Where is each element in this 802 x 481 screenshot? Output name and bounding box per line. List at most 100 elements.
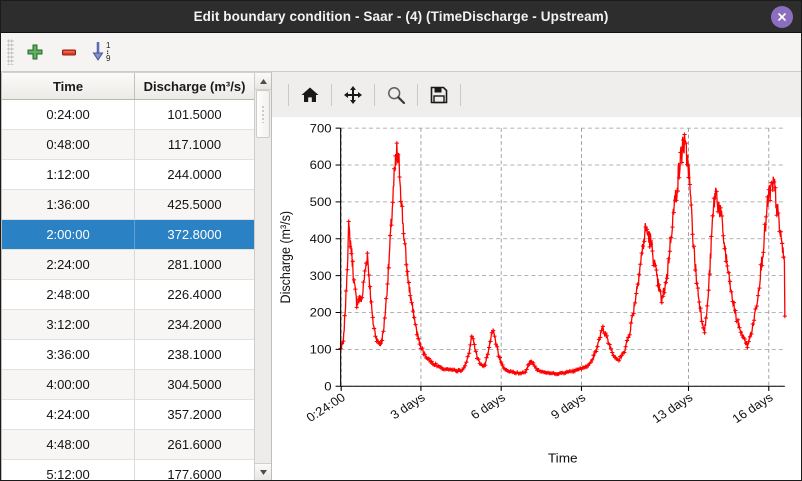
add-row-button[interactable] — [18, 36, 52, 68]
toolbar-separator — [374, 83, 375, 106]
sort-glyph-top: 1 — [106, 41, 111, 50]
pan-button[interactable] — [338, 80, 368, 110]
toolbar-separator — [331, 83, 332, 106]
table-row[interactable]: 4:24:00 357.2000 — [2, 400, 254, 430]
cell-discharge[interactable]: 244.0000 — [167, 167, 222, 182]
y-tick-label: 100 — [310, 343, 332, 356]
cell-discharge[interactable]: 304.5000 — [167, 377, 222, 392]
save-button[interactable] — [424, 80, 454, 110]
chart-gridlines — [340, 127, 785, 387]
table-row[interactable]: 0:48:00 117.1000 — [2, 130, 254, 160]
chart-axes — [335, 127, 785, 391]
y-tick-label: 400 — [310, 232, 332, 245]
cell-time[interactable]: 2:48:00 — [2, 280, 135, 309]
scrollbar-thumb-grip — [261, 105, 265, 123]
table-row[interactable]: 4:48:00 261.6000 — [2, 430, 254, 460]
cell-time[interactable]: 4:00:00 — [2, 370, 135, 399]
table-row[interactable]: 4:00:00 304.5000 — [2, 370, 254, 400]
table-row[interactable]: 1:36:00 425.5000 — [2, 190, 254, 220]
cell-discharge[interactable]: 226.4000 — [167, 287, 222, 302]
cell-discharge[interactable]: 238.1000 — [167, 347, 222, 362]
zoom-button[interactable] — [381, 80, 411, 110]
chart-canvas[interactable]: 0 100 200 300 400 500 600 700 0:24:00 3 days 6 day… — [272, 117, 801, 480]
cell-discharge[interactable]: 281.1000 — [167, 257, 222, 272]
main-toolbar: 1 9 — [1, 33, 801, 72]
chart-tick-labels: 0 100 200 300 400 500 600 700 0:24:00 3 days 6 day… — [278, 122, 776, 465]
cell-time[interactable]: 4:24:00 — [2, 400, 135, 429]
remove-row-button[interactable] — [52, 36, 86, 68]
home-icon — [301, 87, 319, 102]
cell-discharge[interactable]: 117.1000 — [167, 137, 222, 152]
x-tick-label: 16 days — [730, 391, 776, 426]
toolbar-separator — [288, 83, 289, 106]
toolbar-separator — [460, 83, 461, 106]
table-row[interactable]: 3:36:00 238.1000 — [2, 340, 254, 370]
table-row[interactable]: 2:24:00 281.1000 — [2, 250, 254, 280]
cell-discharge[interactable]: 177.6000 — [167, 467, 222, 480]
series-line — [340, 134, 786, 376]
scroll-down-icon[interactable] — [255, 463, 271, 480]
y-tick-label: 700 — [310, 122, 332, 135]
cell-discharge[interactable]: 101.5000 — [167, 107, 222, 122]
y-tick-label: 600 — [310, 159, 332, 172]
table-row[interactable]: 0:24:00 101.5000 — [2, 100, 254, 130]
cell-discharge[interactable]: 261.6000 — [167, 437, 222, 452]
x-tick-label: 3 days — [388, 391, 428, 422]
table-row[interactable]: 2:48:00 226.4000 — [2, 280, 254, 310]
minus-icon — [62, 49, 76, 56]
table-row[interactable]: 3:12:00 234.2000 — [2, 310, 254, 340]
plus-icon — [27, 44, 43, 60]
discharge-time-series-plot[interactable]: 0 100 200 300 400 500 600 700 0:24:00 3 days 6 day… — [272, 117, 801, 480]
cell-discharge[interactable]: 372.8000 — [167, 227, 222, 242]
cell-discharge[interactable]: 425.5000 — [167, 197, 222, 212]
cell-time[interactable]: 5:12:00 — [2, 460, 135, 480]
column-header-discharge[interactable]: Discharge (m³/s) — [143, 78, 246, 94]
table-vertical-scrollbar[interactable] — [254, 73, 271, 480]
cell-time[interactable]: 0:48:00 — [2, 130, 135, 159]
y-tick-label: 200 — [310, 306, 332, 319]
chart-panel: 0 100 200 300 400 500 600 700 0:24:00 3 days 6 day… — [272, 72, 801, 480]
scroll-up-icon[interactable] — [255, 73, 271, 90]
table-body: 0:24:00 101.5000 0:48:00 117.1000 1:12:00 244… — [2, 100, 254, 480]
cell-time[interactable]: 0:24:00 — [2, 100, 135, 129]
content-area: Time Discharge (m³/s) 0:24:00 101.5000 0:4… — [1, 72, 801, 480]
y-axis-label: Discharge (m³/s) — [278, 211, 294, 304]
close-icon[interactable] — [771, 5, 793, 28]
data-table: Time Discharge (m³/s) 0:24:00 101.5000 0:4… — [1, 73, 254, 480]
cell-time[interactable]: 4:48:00 — [2, 430, 135, 459]
toolbar-drag-handle[interactable] — [7, 39, 14, 65]
table-row[interactable]: 5:12:00 177.6000 — [2, 460, 254, 480]
cell-discharge[interactable]: 234.2000 — [167, 317, 222, 332]
x-tick-label: 13 days — [649, 391, 695, 426]
x-axis-label: Time — [548, 451, 578, 465]
cell-time[interactable]: 3:12:00 — [2, 310, 135, 339]
x-tick-label: 6 days — [468, 391, 508, 422]
cell-time[interactable]: 1:36:00 — [2, 190, 135, 219]
table-row[interactable]: 1:12:00 244.0000 — [2, 160, 254, 190]
x-tick-label: 9 days — [548, 391, 588, 422]
title-bar: Edit boundary condition - Saar - (4) (Ti… — [1, 1, 801, 33]
y-tick-label: 0 — [324, 380, 331, 393]
table-row[interactable]: 2:00:00 372.8000 — [2, 220, 254, 250]
window-title: Edit boundary condition - Saar - (4) (Ti… — [193, 9, 609, 24]
y-tick-label: 500 — [310, 196, 332, 209]
floppy-disk-icon — [430, 86, 448, 103]
chart-series-discharge — [338, 132, 787, 377]
column-header-time[interactable]: Time — [2, 73, 135, 99]
y-tick-label: 300 — [310, 269, 332, 282]
cell-time[interactable]: 2:00:00 — [2, 220, 135, 249]
home-button[interactable] — [295, 80, 325, 110]
toolbar-separator — [417, 83, 418, 106]
scrollbar-track[interactable] — [255, 90, 271, 463]
cell-time[interactable]: 3:36:00 — [2, 340, 135, 369]
move-icon — [344, 85, 362, 104]
sort-ascending-icon: 1 9 — [92, 41, 111, 63]
chart-toolbar — [272, 72, 801, 117]
cell-time[interactable]: 1:12:00 — [2, 160, 135, 189]
scrollbar-thumb[interactable] — [256, 90, 270, 138]
cell-time[interactable]: 2:24:00 — [2, 250, 135, 279]
data-table-panel: Time Discharge (m³/s) 0:24:00 101.5000 0:4… — [1, 72, 272, 480]
sort-button[interactable]: 1 9 — [86, 36, 120, 68]
cell-discharge[interactable]: 357.2000 — [167, 407, 222, 422]
